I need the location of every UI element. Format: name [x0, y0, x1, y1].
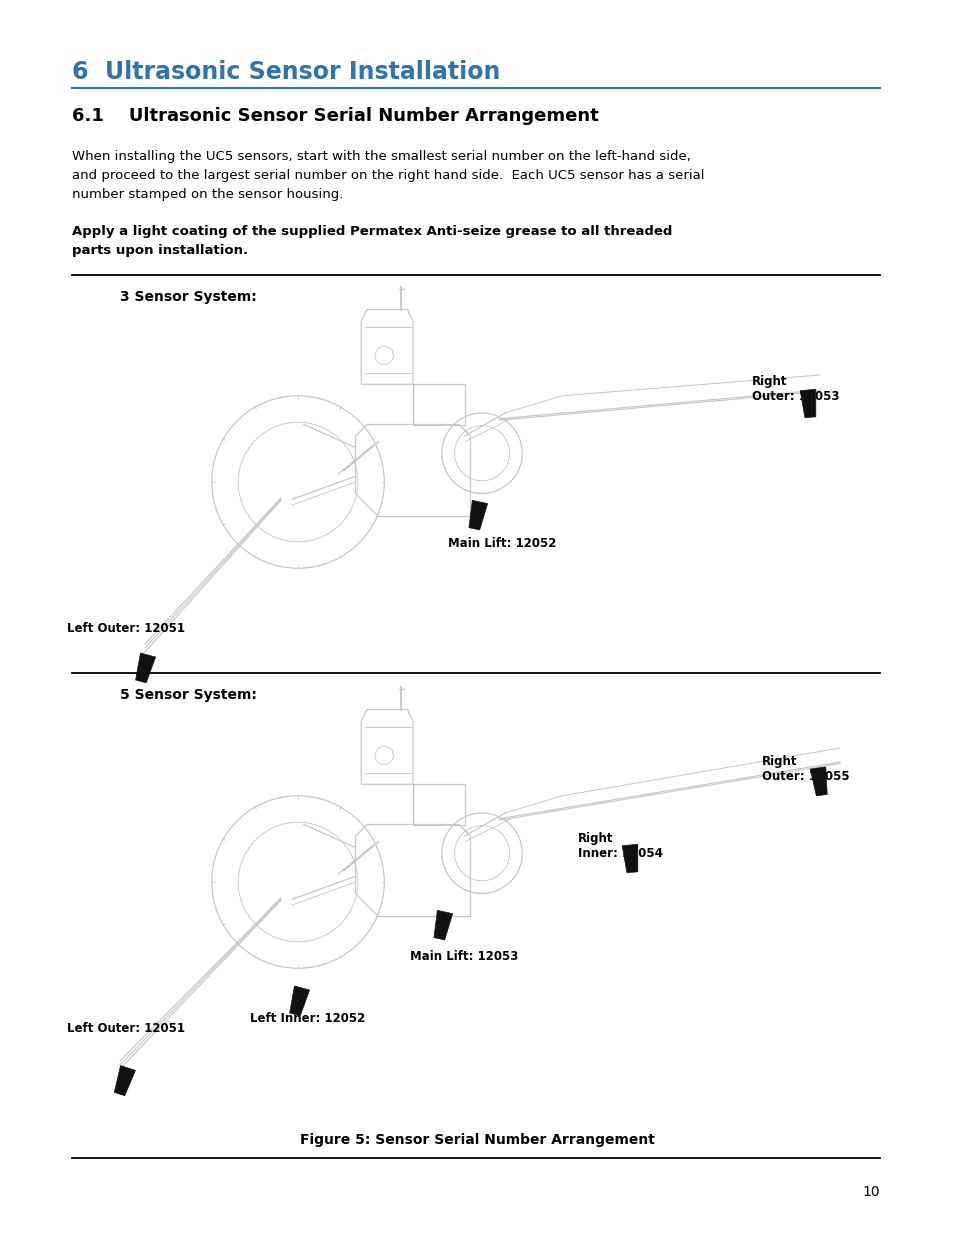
Polygon shape: [290, 986, 309, 1016]
Text: Inner: 12054: Inner: 12054: [578, 847, 662, 860]
Text: Main Lift: 12052: Main Lift: 12052: [448, 537, 556, 550]
Text: Left Outer: 12051: Left Outer: 12051: [67, 622, 185, 635]
Text: Outer: 12053: Outer: 12053: [751, 390, 839, 403]
Polygon shape: [135, 653, 155, 683]
Text: 10: 10: [862, 1186, 879, 1199]
Text: number stamped on the sensor housing.: number stamped on the sensor housing.: [71, 188, 343, 201]
Text: Outer: 12055: Outer: 12055: [761, 769, 849, 783]
Text: Left Inner: 12052: Left Inner: 12052: [250, 1011, 365, 1025]
Polygon shape: [621, 845, 638, 873]
Text: Right: Right: [761, 755, 797, 768]
Text: Right: Right: [751, 375, 786, 388]
Text: When installing the UC5 sensors, start with the smallest serial number on the le: When installing the UC5 sensors, start w…: [71, 149, 690, 163]
Text: and proceed to the largest serial number on the right hand side.  Each UC5 senso: and proceed to the largest serial number…: [71, 169, 703, 182]
Text: 5 Sensor System:: 5 Sensor System:: [120, 688, 256, 701]
Text: parts upon installation.: parts upon installation.: [71, 245, 248, 257]
Text: Left Outer: 12051: Left Outer: 12051: [67, 1023, 185, 1035]
Polygon shape: [809, 767, 826, 795]
Text: Apply a light coating of the supplied Permatex Anti-seize grease to all threaded: Apply a light coating of the supplied Pe…: [71, 225, 672, 238]
Text: 3 Sensor System:: 3 Sensor System:: [120, 290, 256, 304]
Text: 6.1    Ultrasonic Sensor Serial Number Arrangement: 6.1 Ultrasonic Sensor Serial Number Arra…: [71, 107, 598, 125]
Polygon shape: [114, 1066, 135, 1095]
Polygon shape: [434, 910, 452, 940]
Text: Figure 5: Sensor Serial Number Arrangement: Figure 5: Sensor Serial Number Arrangeme…: [299, 1132, 654, 1147]
Polygon shape: [800, 389, 815, 417]
Polygon shape: [469, 500, 487, 530]
Text: Main Lift: 12053: Main Lift: 12053: [410, 950, 517, 963]
Text: Right: Right: [578, 832, 613, 845]
Text: 6  Ultrasonic Sensor Installation: 6 Ultrasonic Sensor Installation: [71, 61, 500, 84]
